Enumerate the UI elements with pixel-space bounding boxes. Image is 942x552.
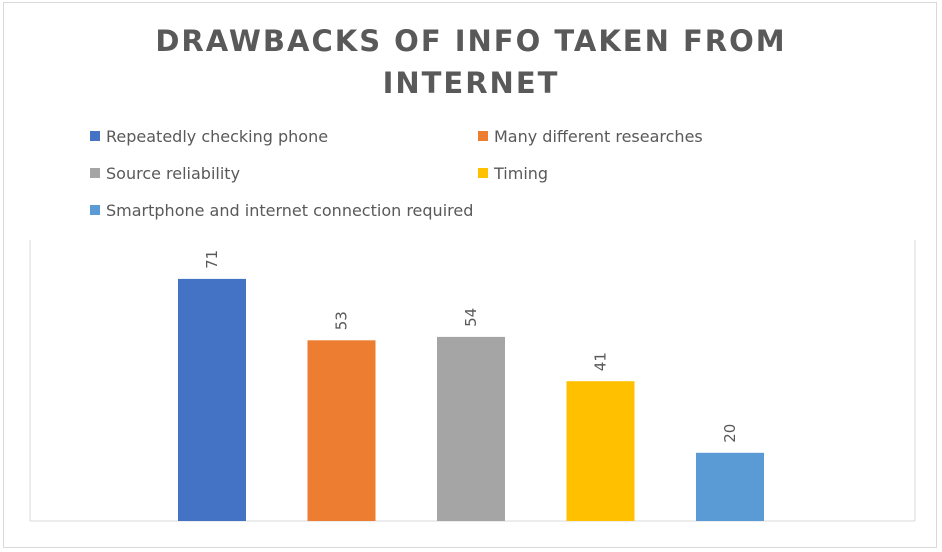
chart-title-line-1: DRAWBACKS OF INFO TAKEN FROM (155, 24, 787, 58)
legend-swatch (90, 168, 100, 178)
chart-title: DRAWBACKS OF INFO TAKEN FROM INTERNET (0, 20, 942, 104)
bar-smartphone-and-internet-connection-required (696, 452, 764, 521)
legend-label: Source reliability (106, 163, 241, 183)
bar-timing (566, 381, 635, 521)
legend-item-smartphone-and-internet-connection-required: Smartphone and internet connection requi… (90, 198, 473, 222)
legend-swatch (90, 131, 100, 141)
legend-item-many-different-researches: Many different researches (478, 124, 703, 148)
bar-repeatedly-checking-phone (178, 278, 246, 521)
legend-swatch (478, 168, 488, 178)
data-label: 20 (721, 424, 739, 443)
legend-label: Repeatedly checking phone (106, 126, 329, 146)
legend-label: Smartphone and internet connection requi… (106, 200, 474, 220)
plot-area: 71 53 54 41 20 (29, 240, 916, 522)
legend-item-source-reliability: Source reliability (90, 161, 240, 185)
legend-label: Many different researches (494, 126, 703, 146)
data-label: 54 (462, 308, 480, 327)
data-label: 53 (333, 311, 351, 330)
chart-title-line-2: INTERNET (382, 66, 560, 100)
bar-many-different-researches (307, 340, 376, 521)
legend-item-timing: Timing (478, 161, 548, 185)
bar-source-reliability (437, 336, 505, 521)
legend-item-repeatedly-checking-phone: Repeatedly checking phone (90, 124, 328, 148)
data-label: 41 (592, 352, 610, 371)
legend: Repeatedly checking phone Many different… (90, 124, 890, 234)
legend-swatch (478, 131, 488, 141)
legend-label: Timing (494, 163, 549, 183)
data-label: 71 (203, 250, 221, 269)
legend-swatch (90, 205, 100, 215)
